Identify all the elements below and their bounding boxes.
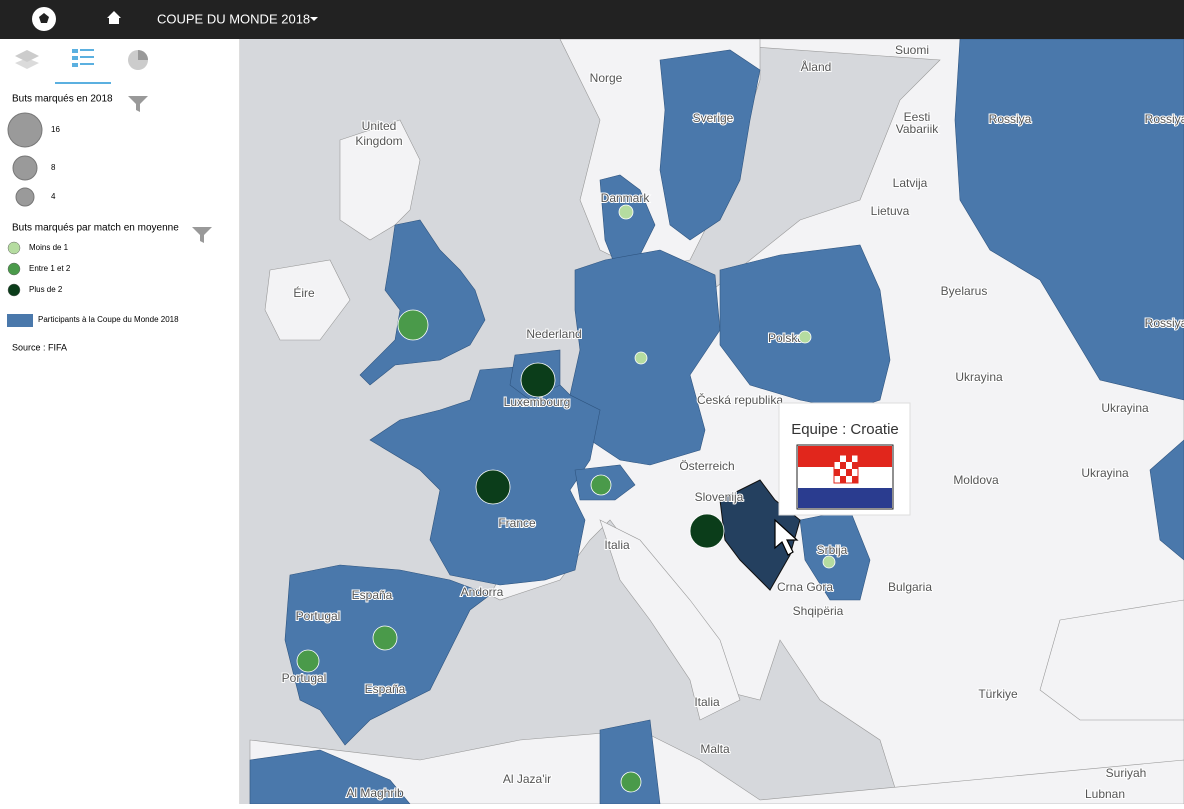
- layers-tab[interactable]: [15, 50, 39, 69]
- source: Source : FIFA: [12, 342, 67, 352]
- navbar: COUPE DU MONDE 2018: [0, 0, 1184, 39]
- place-label: Portugal: [296, 609, 341, 623]
- class-label: Plus de 2: [29, 285, 63, 294]
- place-label: Nederland: [526, 327, 581, 341]
- place-label: Lubnan: [1085, 787, 1125, 801]
- participants-label: Participants à la Coupe du Monde 2018: [38, 315, 179, 324]
- place-label: Andorra: [461, 585, 504, 599]
- tooltip: Equipe : Croatie: [778, 402, 911, 516]
- place-label: Shqipëria: [793, 604, 844, 618]
- size-label: 16: [51, 125, 60, 134]
- place-label: Türkiye: [978, 687, 1018, 701]
- legend-title: Buts marqués en 2018: [12, 94, 113, 105]
- place-label: Norge: [590, 71, 623, 85]
- place-label: Vabariik: [896, 122, 939, 136]
- tooltip-text: Equipe : Croatie: [791, 421, 899, 438]
- size-label: 4: [51, 192, 56, 201]
- place-label: Ukrayina: [1101, 401, 1149, 415]
- legend: Buts marqués en 2018 16 8 4 Buts marqués…: [7, 49, 212, 352]
- place-label: Kingdom: [355, 134, 402, 148]
- place-label: Sverige: [693, 111, 734, 125]
- legend-tab[interactable]: [72, 49, 94, 67]
- place-label: Rossiya: [1145, 316, 1184, 330]
- place-label: Luxembourg: [504, 395, 571, 409]
- filter-icon[interactable]: [128, 96, 148, 112]
- filter-icon[interactable]: [192, 227, 212, 243]
- place-label: Lietuva: [871, 204, 910, 218]
- place-label: Italia: [604, 538, 630, 552]
- size-label: 8: [51, 163, 56, 172]
- place-label: Suomi: [895, 43, 929, 57]
- place-label: Polska: [768, 331, 804, 345]
- place-label: Latvija: [893, 176, 928, 190]
- place-label: Crna Gora: [777, 580, 833, 594]
- sidebar: Buts marqués en 2018 16 8 4 Buts marqués…: [0, 39, 240, 804]
- symbols: [296, 204, 836, 793]
- navbar-icons: COUPE DU MONDE 2018: [32, 7, 318, 31]
- nav-title[interactable]: COUPE DU MONDE 2018: [157, 11, 310, 26]
- legend-title: Buts marqués par match en moyenne: [12, 223, 179, 234]
- place-label: Rossiya: [989, 112, 1032, 126]
- place-label: España: [365, 682, 406, 696]
- place-label: Slovenija: [695, 490, 744, 504]
- home-icon[interactable]: [107, 11, 121, 24]
- place-label: Portugal: [282, 671, 327, 685]
- place-label: Åland: [801, 59, 832, 74]
- place-label: Byelarus: [941, 284, 988, 298]
- class-label: Moins de 1: [29, 243, 69, 252]
- place-label: France: [498, 516, 536, 530]
- place-label: Ukrayina: [1081, 466, 1129, 480]
- cursor: [774, 518, 799, 556]
- place-label: Italia: [694, 695, 720, 709]
- chart-tab[interactable]: [128, 50, 148, 70]
- place-label: Česká republika: [697, 392, 783, 407]
- place-label: Bulgaria: [888, 580, 932, 594]
- place-label: Al Maghrib: [346, 786, 404, 800]
- place-label: Österreich: [679, 459, 734, 473]
- place-label: España: [352, 588, 393, 602]
- place-label: Eesti: [904, 110, 931, 124]
- place-label: Éire: [293, 285, 315, 300]
- place-label: Suriyah: [1106, 766, 1147, 780]
- place-label: Ukrayina: [955, 370, 1003, 384]
- place-label: United: [362, 119, 397, 133]
- class-label: Entre 1 et 2: [29, 264, 71, 273]
- place-label: Danmark: [601, 191, 651, 205]
- place-label: Srbija: [817, 543, 848, 557]
- place-label: Malta: [700, 742, 730, 756]
- place-label: Moldova: [953, 473, 999, 487]
- place-label: Al Jaza'ir: [503, 772, 551, 786]
- place-label: Rossiya: [1145, 112, 1184, 126]
